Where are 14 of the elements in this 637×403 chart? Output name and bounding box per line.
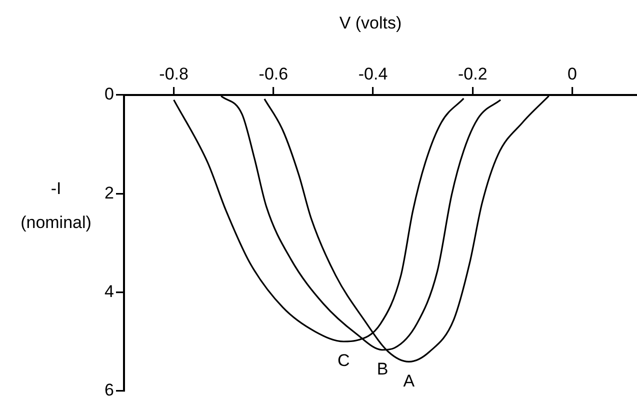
- x-tick-label: -0.4: [358, 64, 388, 84]
- series-label: A: [403, 371, 416, 390]
- series-label: B: [376, 360, 388, 379]
- x-tick-label: 0: [568, 64, 577, 84]
- y-axis-title: -I (nominal): [20, 179, 92, 232]
- y-tick-label: 0: [104, 84, 114, 104]
- x-tick-label: -0.6: [258, 64, 288, 84]
- y-tick-label: 4: [104, 282, 114, 301]
- series-label: C: [338, 351, 350, 370]
- x-axis-title: V (volts): [339, 14, 402, 33]
- y-tick-label: 2: [104, 183, 114, 202]
- y-tick-label: 6: [104, 380, 114, 400]
- x-tick-label: -0.8: [159, 64, 188, 84]
- x-tick-label: -0.2: [458, 64, 488, 84]
